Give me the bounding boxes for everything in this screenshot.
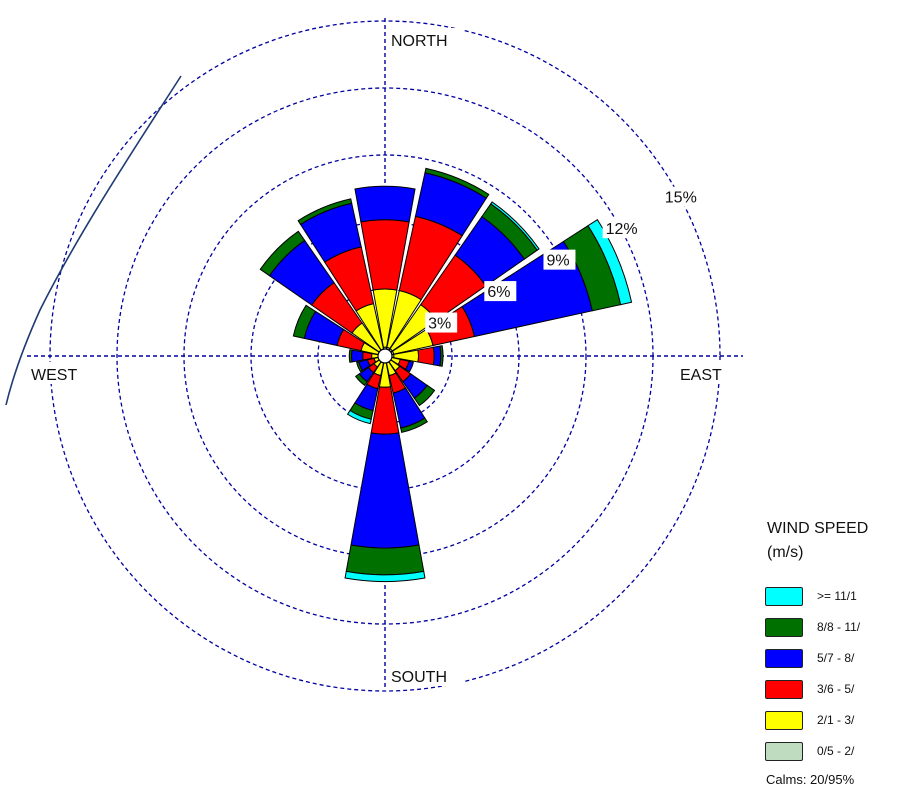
south-label-bg <box>388 664 464 686</box>
petal-ese-band-3 <box>404 360 414 373</box>
legend-swatch <box>765 710 803 730</box>
legend-item: 5/7 - 8/ <box>765 647 854 669</box>
west-label-bg <box>28 362 88 384</box>
petal-sse-band-4 <box>400 417 428 433</box>
tick-label-9: 9% <box>543 249 576 270</box>
tick-label-bg <box>543 249 576 270</box>
legend-label: 0/5 - 2/ <box>817 744 855 758</box>
legend-swatch <box>765 617 803 637</box>
petal-s-band-3 <box>350 432 420 549</box>
legend-item: 2/1 - 3/ <box>765 709 854 731</box>
north-label: NORTH <box>391 33 448 50</box>
east-label: EAST <box>680 367 722 384</box>
petal-se-band-4 <box>413 384 436 407</box>
tick-label-bg <box>425 312 458 333</box>
petal-e-band-4 <box>439 345 444 367</box>
legend-swatch <box>765 586 803 606</box>
tick-label-text: 3% <box>428 316 451 333</box>
tick-label-bg <box>484 281 517 302</box>
legend-swatch <box>765 648 803 668</box>
petal-ssw-band-5 <box>346 409 372 425</box>
petal-nw-band-4 <box>259 230 306 277</box>
petal-ne-band-5 <box>490 201 540 251</box>
tick-label-12: 12% <box>602 218 643 239</box>
west-label: WEST <box>31 367 77 384</box>
annotation-line <box>5 75 182 406</box>
petal-wnw-band-4 <box>292 304 317 339</box>
tick-label-3: 3% <box>425 312 458 333</box>
tick-label-15: 15% <box>661 186 702 207</box>
petal-s-band-5 <box>344 570 426 582</box>
petal-sw-band-4 <box>354 373 368 387</box>
tick-label-bg <box>602 218 643 239</box>
petal-e-band-2 <box>417 346 435 366</box>
petal-n-band-3 <box>354 185 416 223</box>
petal-w-band-4 <box>348 349 353 363</box>
legend-swatch <box>765 741 803 761</box>
tick-label-text: 15% <box>665 190 697 207</box>
petal-s-band-4 <box>345 544 425 576</box>
tick-label-bg <box>661 186 702 207</box>
legend-label: 3/6 - 5/ <box>817 682 855 696</box>
legend-item: 3/6 - 5/ <box>765 678 854 700</box>
calm-center-circle <box>377 348 393 364</box>
east-label-bg <box>677 362 737 384</box>
wind-petals <box>259 167 633 582</box>
petal-w-band-3 <box>351 349 364 363</box>
legend-label: >= 11/1 <box>817 589 857 603</box>
radial-tick-labels: 3% 6% 9% 12% 15% <box>425 186 702 333</box>
legend-label: 5/7 - 8/ <box>817 651 855 665</box>
legend-item: 0/5 - 2/ <box>765 740 854 762</box>
north-label-bg <box>388 28 464 50</box>
calms-text: Calms: 20/95% <box>766 772 855 787</box>
legend-item: >= 11/1 <box>765 585 857 607</box>
south-label: SOUTH <box>391 669 447 686</box>
legend-swatch <box>765 679 803 699</box>
tick-label-text: 6% <box>487 284 510 301</box>
legend-item: 8/8 - 11/ <box>765 616 860 638</box>
petal-nnw-band-4 <box>297 198 353 226</box>
legend-label: 2/1 - 3/ <box>817 713 855 727</box>
tick-label-text: 9% <box>546 253 569 270</box>
legend-title: WIND SPEED <box>767 520 869 537</box>
tick-label-6: 6% <box>484 281 517 302</box>
petal-e-band-3 <box>432 345 442 367</box>
petal-wsw-band-4 <box>356 361 364 373</box>
legend-label: 8/8 - 11/ <box>817 620 861 634</box>
legend-unit: (m/s) <box>767 544 804 561</box>
petal-nne-band-4 <box>424 167 490 199</box>
tick-label-text: 12% <box>606 221 638 238</box>
